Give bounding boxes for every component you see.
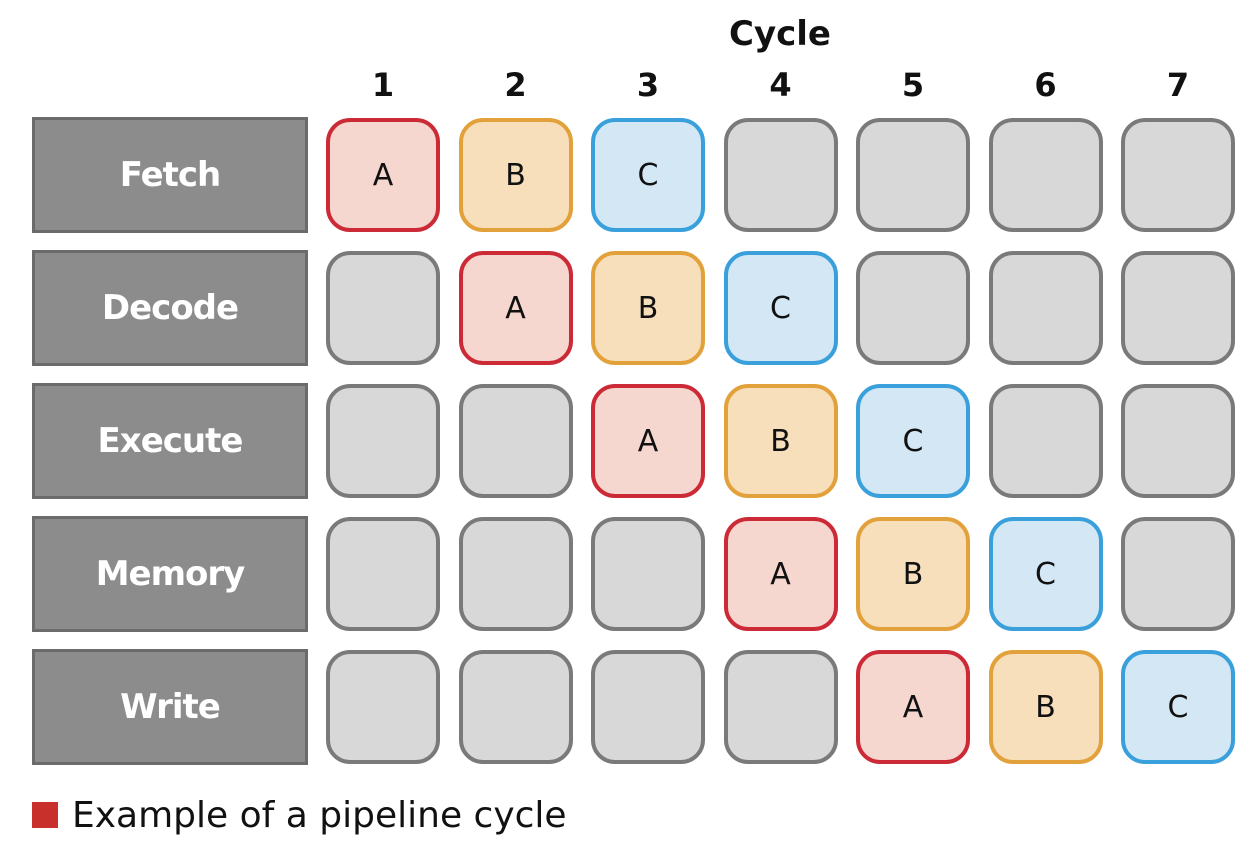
pipeline-cell — [1121, 251, 1235, 365]
pipeline-cell — [988, 384, 1103, 498]
pipeline-cell: A — [856, 650, 970, 764]
pipeline-cell: B — [458, 118, 573, 232]
pipeline-cell: A — [723, 517, 838, 631]
pipeline-cell — [458, 517, 573, 631]
stage-label-write: Write — [32, 649, 308, 765]
cycle-header-7: 7 — [1166, 66, 1190, 104]
cycle-axis-title: Cycle — [729, 14, 831, 54]
pipeline-cell — [856, 118, 970, 232]
pipeline-cell — [591, 650, 705, 764]
pipeline-cell — [1121, 517, 1235, 631]
pipeline-cell — [988, 118, 1103, 232]
pipeline-cell: C — [1121, 650, 1235, 764]
pipeline-cell — [458, 384, 573, 498]
pipeline-cell: C — [723, 251, 838, 365]
pipeline-cell — [856, 251, 970, 365]
pipeline-cell — [1121, 384, 1235, 498]
pipeline-cell: B — [591, 251, 705, 365]
pipeline-cell: A — [326, 118, 440, 232]
pipeline-cell — [326, 517, 440, 631]
cycle-header-4: 4 — [769, 66, 792, 104]
stage-label-decode: Decode — [32, 250, 308, 366]
pipeline-cell — [591, 517, 705, 631]
cycle-header-6: 6 — [1034, 66, 1057, 104]
cycle-header-1: 1 — [371, 66, 395, 104]
stage-label-fetch: Fetch — [32, 117, 308, 233]
cycle-header-5: 5 — [901, 66, 925, 104]
pipeline-cell: C — [988, 517, 1103, 631]
pipeline-cell — [723, 118, 838, 232]
legend-swatch — [32, 802, 58, 828]
pipeline-cell — [326, 384, 440, 498]
pipeline-cell: B — [988, 650, 1103, 764]
pipeline-cell — [1121, 118, 1235, 232]
pipeline-cell — [723, 650, 838, 764]
pipeline-cell: B — [723, 384, 838, 498]
pipeline-cell: B — [856, 517, 970, 631]
pipeline-cell — [326, 251, 440, 365]
pipeline-cell — [458, 650, 573, 764]
pipeline-cell: A — [591, 384, 705, 498]
cycle-header-2: 2 — [504, 66, 527, 104]
legend: Example of a pipeline cycle — [32, 790, 567, 840]
stage-label-memory: Memory — [32, 516, 308, 632]
pipeline-cell — [988, 251, 1103, 365]
pipeline-cell — [326, 650, 440, 764]
pipeline-cell: C — [591, 118, 705, 232]
legend-text: Example of a pipeline cycle — [72, 794, 567, 836]
cycle-header-3: 3 — [636, 66, 660, 104]
pipeline-cell: A — [458, 251, 573, 365]
pipeline-cell: C — [856, 384, 970, 498]
stage-label-execute: Execute — [32, 383, 308, 499]
